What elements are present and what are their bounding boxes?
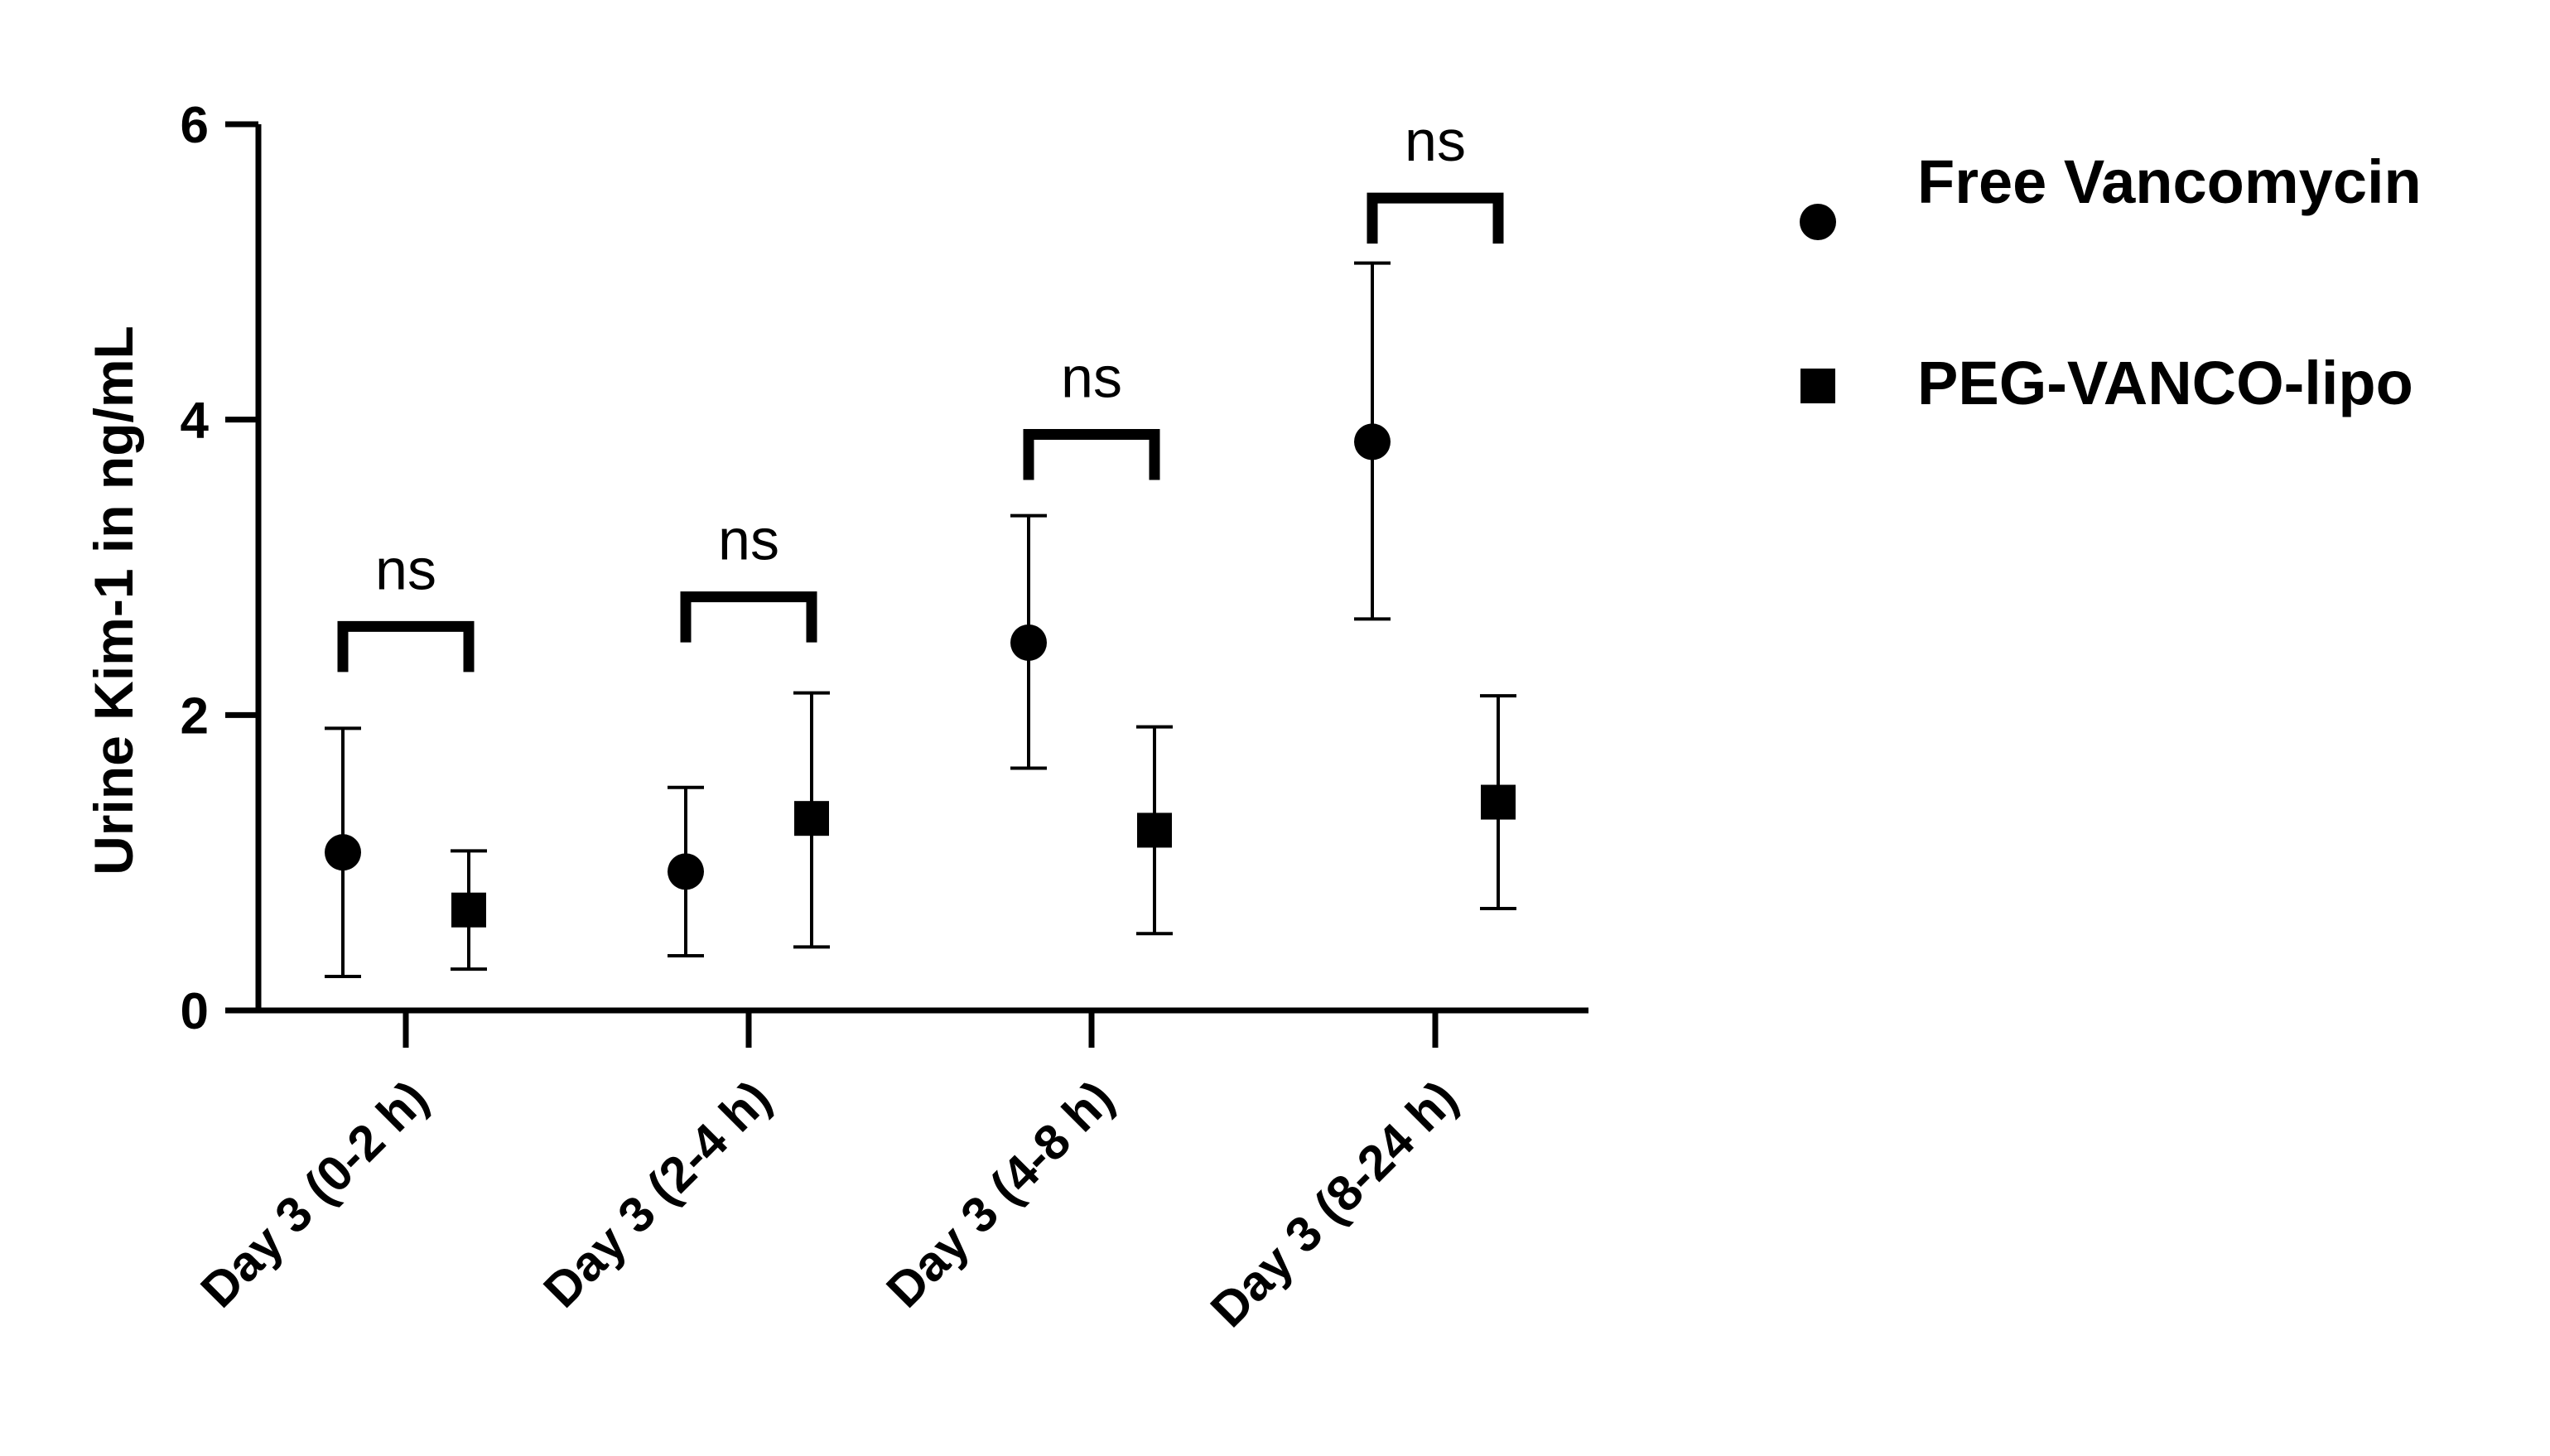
y-tick-label: 2: [181, 687, 209, 745]
x-tick-label: Day 3 (8-24 h): [1200, 1070, 1468, 1338]
y-tick-label: 0: [181, 983, 209, 1040]
significance-bracket: [1023, 429, 1160, 480]
significance-bracket: [1367, 192, 1504, 244]
legend-marker-square: [1800, 369, 1835, 403]
legend-label: PEG-VANCO-lipo: [1917, 349, 2413, 417]
legend-marker-circle: [1800, 204, 1836, 240]
x-tick-label: Day 3 (4-8 h): [876, 1070, 1125, 1319]
significance-bracket: [680, 591, 817, 643]
y-tick-label: 6: [181, 97, 209, 154]
data-point-free-vancomycin: [325, 834, 361, 871]
data-point-peg-vanco-lipo: [794, 801, 829, 836]
y-tick-label: 4: [181, 393, 210, 450]
legend-label: Free Vancomycin: [1917, 147, 2422, 216]
significance-label: ns: [375, 537, 436, 601]
data-point-peg-vanco-lipo: [1137, 812, 1172, 848]
data-point-free-vancomycin: [668, 853, 704, 890]
significance-label: ns: [1061, 345, 1122, 410]
significance-label: ns: [718, 508, 779, 572]
data-point-free-vancomycin: [1354, 423, 1391, 460]
y-axis-title: Urine Kim-1 in ng/mL: [83, 325, 144, 875]
data-point-peg-vanco-lipo: [1481, 784, 1516, 820]
data-point-peg-vanco-lipo: [451, 892, 486, 928]
significance-label: ns: [1405, 108, 1466, 173]
data-point-free-vancomycin: [1010, 624, 1047, 661]
significance-bracket: [337, 620, 475, 673]
x-tick-label: Day 3 (2-4 h): [533, 1070, 782, 1319]
x-tick-label: Day 3 (0-2 h): [190, 1070, 439, 1319]
